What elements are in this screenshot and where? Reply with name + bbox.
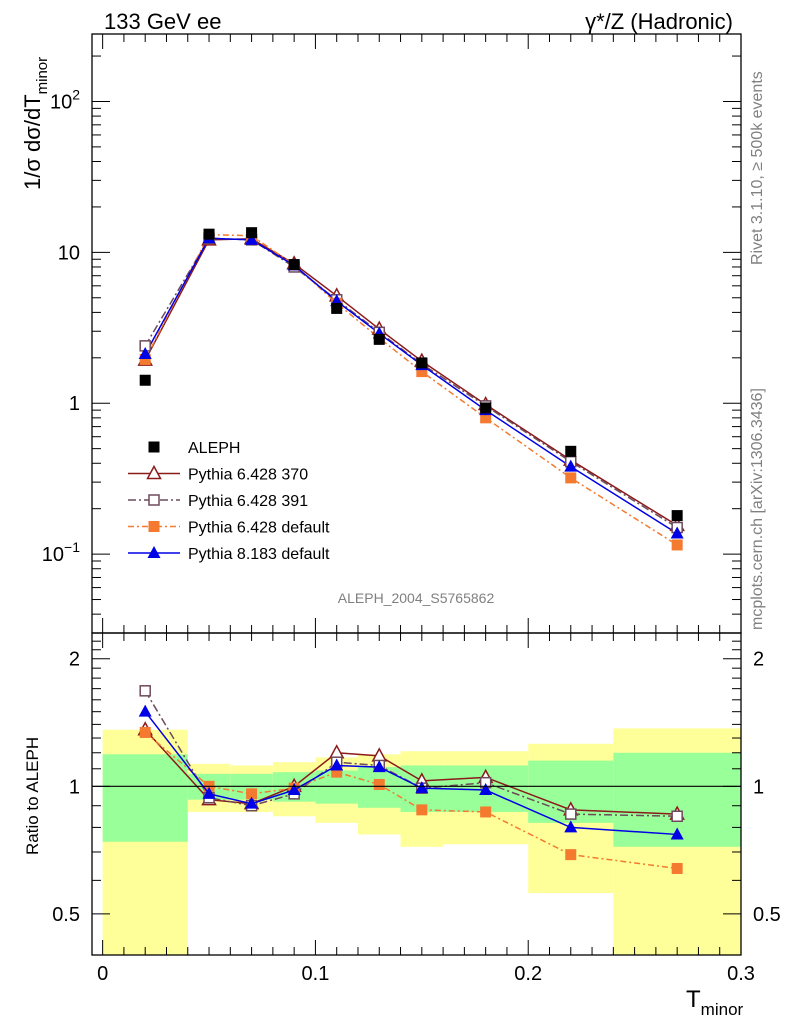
ratio-series-2-point-0	[139, 726, 151, 738]
x-tick-label-2: 0.2	[514, 963, 542, 985]
ratio-series-1-point-9	[671, 810, 683, 822]
rivet-version-label: Rivet 3.1.10, ≥ 500k events	[749, 71, 766, 265]
main-series-2-point-6	[416, 366, 428, 378]
ratio-series-1-point-8	[565, 808, 577, 820]
main-series-2-point-0	[139, 353, 151, 365]
legend: ALEPH Pythia 6.428 370 Pythia 6.428 391 Pyt…	[128, 440, 330, 563]
main-series-3-point-9	[670, 526, 684, 539]
main-series-2-point-9	[671, 539, 683, 551]
ratio-series-line-2	[144, 731, 678, 870]
ratio-y-tick-label-right-2: 2	[753, 649, 764, 671]
ratio-series-line-1	[144, 690, 678, 817]
aleph-data-point-2	[246, 227, 258, 239]
legend-marker-4	[147, 546, 161, 558]
legend-label-4: Pythia 8.183 default	[188, 546, 330, 563]
ratio-y-tick-label-left-0: 0.5	[52, 904, 80, 926]
main-series-2-point-7	[480, 412, 492, 424]
ratio-series-3-point-1	[202, 786, 216, 799]
ratio-panel-marks	[137, 685, 685, 874]
ratio-series-2-point-2	[246, 788, 258, 800]
ratio-series-3-point-5	[372, 760, 386, 773]
ratio-series-3-point-7	[479, 783, 493, 796]
legend-label-0: ALEPH	[188, 440, 240, 457]
ratio-uncertainty-bands	[102, 728, 741, 955]
aleph-data-point-9	[671, 510, 683, 522]
main-y-tick-label-1: 1	[69, 393, 80, 415]
ratio-y-tick-label-right-1: 1	[753, 776, 764, 798]
ratio-series-3-point-2	[245, 796, 259, 809]
ratio-series-2-point-8	[565, 849, 577, 861]
aleph-data-point-5	[373, 333, 385, 345]
main-y-tick-label-0: 10−1	[42, 539, 80, 566]
ratio-panel-frame	[91, 632, 742, 956]
legend-marker-2	[148, 494, 160, 506]
main-series-line-3	[144, 237, 678, 535]
legend-label-2: Pythia 6.428 391	[188, 493, 308, 510]
ratio-y-tick-label-left-1: 1	[69, 776, 80, 798]
main-panel-marks	[137, 227, 685, 551]
x-tick-label-3: 0.3	[727, 963, 755, 985]
main-y-tick-label-2: 10	[58, 242, 80, 264]
ratio-series-1-point-0	[139, 685, 151, 697]
ratio-y-axis-title: Ratio to ALEPH	[23, 737, 42, 855]
band-1sigma-0	[102, 754, 188, 842]
x-tick-label-0: 0	[97, 963, 108, 985]
legend-marker-1	[146, 464, 162, 480]
ratio-series-3-point-9	[670, 827, 684, 840]
main-series-3-point-8	[564, 459, 578, 472]
aleph-data-point-7	[480, 402, 492, 414]
x-tick-label-1: 0.1	[302, 963, 330, 985]
ratio-series-3-point-4	[330, 758, 344, 771]
main-y-tick-label-3: 102	[50, 86, 80, 113]
ratio-series-3-point-6	[415, 781, 429, 794]
ratio-series-2-point-6	[416, 804, 428, 816]
x-axis-title: Tminor	[686, 986, 744, 1019]
header-left-label: 133 GeV ee	[104, 9, 221, 34]
axes-frames: 0 0.1 0.2 0.3 10−1 1 10 102 0.5 0.5 1 1 2 2	[42, 33, 781, 985]
ratio-y-tick-label-left-2: 2	[69, 649, 80, 671]
analysis-label: ALEPH_2004_S5765862	[338, 590, 495, 606]
ratio-series-line-3	[144, 711, 678, 836]
aleph-data-point-4	[331, 302, 343, 314]
aleph-data-point-8	[565, 445, 577, 457]
ratio-series-3-point-3	[287, 783, 301, 796]
aleph-data-point-3	[288, 259, 300, 271]
header-right-label: γ*/Z (Hadronic)	[585, 9, 733, 34]
main-series-2-point-8	[565, 472, 577, 484]
mcplots-label: mcplots.cern.ch [arXiv:1306.3436]	[749, 388, 766, 630]
legend-label-1: Pythia 6.428 370	[188, 467, 308, 484]
main-y-axis-title: 1/σ dσ/dTminor	[20, 57, 51, 190]
ratio-series-2-point-4	[331, 766, 343, 778]
legend-label-3: Pythia 6.428 default	[188, 520, 330, 537]
ratio-series-2-point-9	[671, 862, 683, 874]
ratio-y-tick-label-right-0: 0.5	[753, 904, 781, 926]
main-series-3-point-0	[138, 346, 152, 359]
ratio-series-3-point-8	[564, 820, 578, 833]
main-series-3-point-2	[245, 232, 259, 245]
ratio-series-2-point-7	[480, 806, 492, 818]
ratio-series-3-point-0	[138, 704, 152, 717]
legend-marker-0	[148, 441, 160, 453]
legend-marker-3	[148, 521, 160, 532]
ratio-series-2-point-5	[373, 778, 385, 790]
aleph-data-point-0	[139, 374, 151, 386]
aleph-data-point-6	[416, 357, 428, 369]
aleph-data-point-1	[203, 228, 215, 240]
